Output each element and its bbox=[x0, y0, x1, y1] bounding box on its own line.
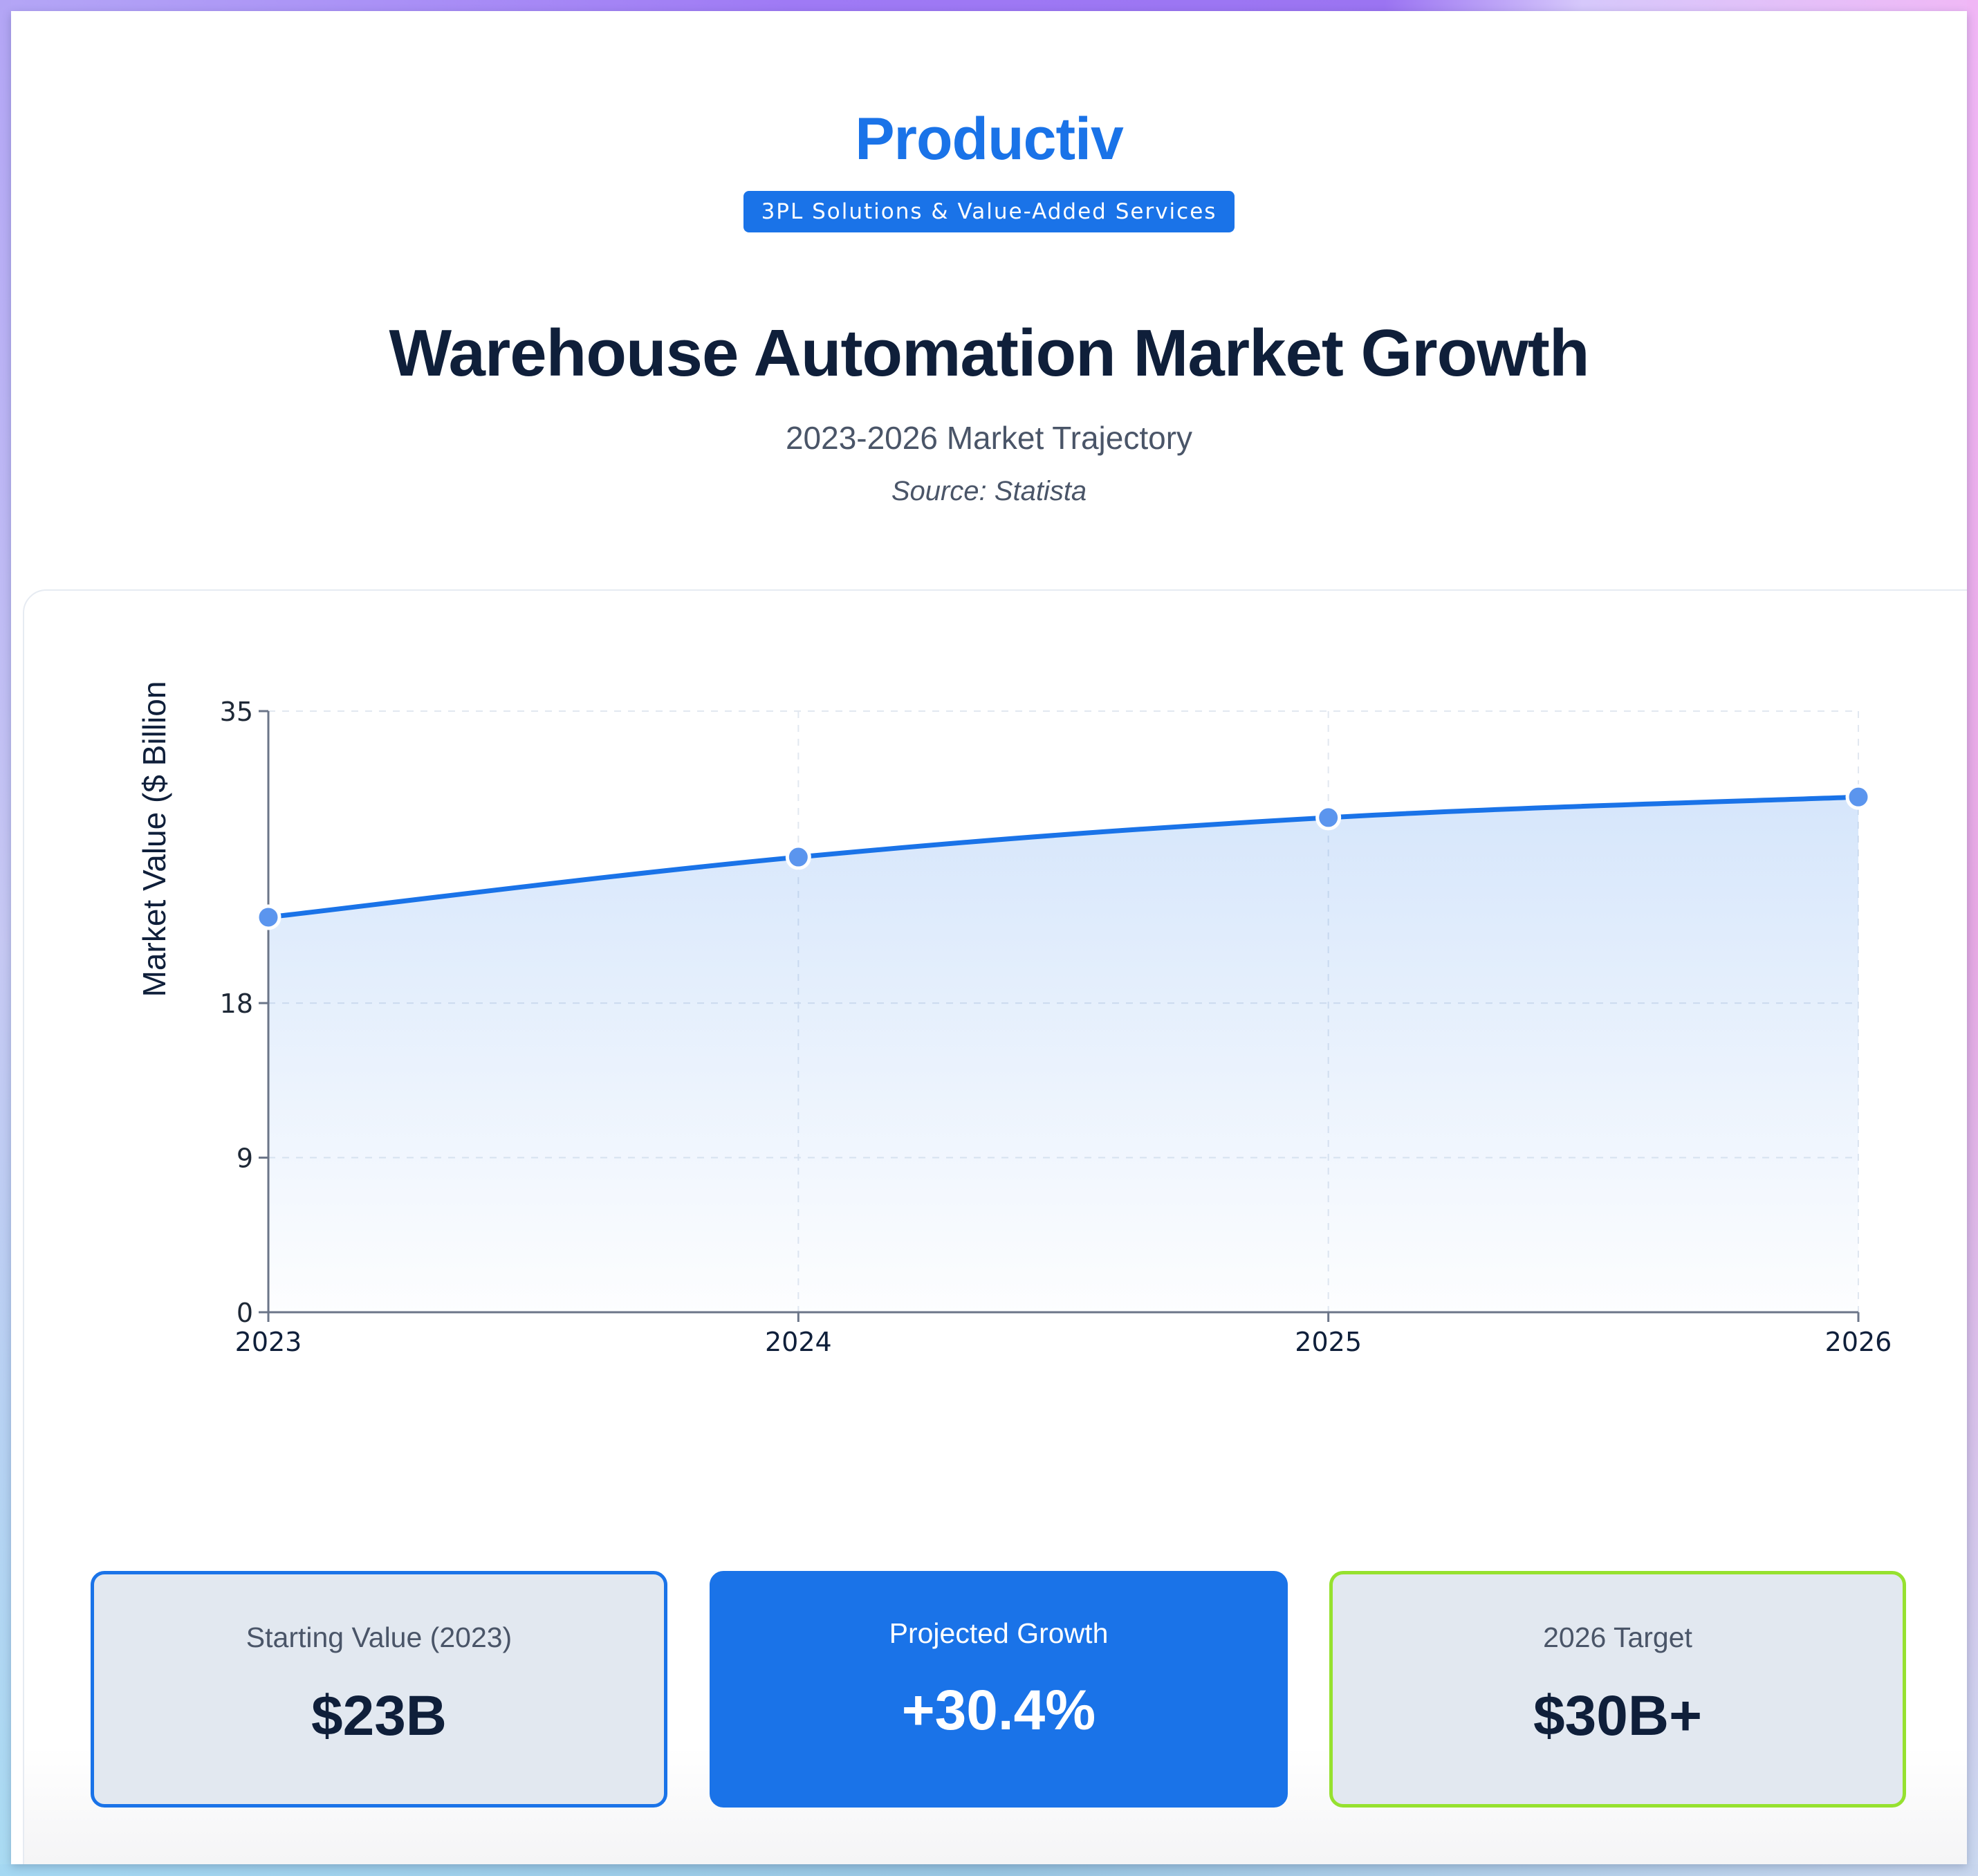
stat-label: Projected Growth bbox=[889, 1617, 1109, 1649]
y-tick-label: 9 bbox=[237, 1143, 253, 1174]
data-points bbox=[255, 784, 1871, 930]
page-title: Warehouse Automation Market Growth bbox=[389, 316, 1589, 390]
x-axis-ticks: 2023 2024 2025 2026 bbox=[235, 1312, 1892, 1357]
badge-container: 3PL Solutions & Value-Added Services bbox=[11, 191, 1967, 232]
line-chart: 0 9 18 35 2023 2024 2025 2026 Market Value ($ … bbox=[136, 681, 1892, 1357]
area-fill bbox=[268, 797, 1858, 1312]
x-tick-label: 2025 bbox=[1295, 1327, 1362, 1357]
data-point-marker bbox=[255, 904, 281, 930]
background-gradient-bottom bbox=[0, 1864, 1978, 1876]
page-subtitle: 2023-2026 Market Trajectory bbox=[785, 420, 1193, 456]
x-tick-label: 2023 bbox=[235, 1327, 302, 1357]
background-gradient-right bbox=[1967, 0, 1978, 1876]
stat-value: +30.4% bbox=[901, 1679, 1096, 1742]
category-badge: 3PL Solutions & Value-Added Services bbox=[743, 191, 1235, 232]
brand-logo-text: Productiv bbox=[855, 106, 1124, 172]
stat-value: $23B bbox=[311, 1684, 447, 1747]
stat-label: Starting Value (2023) bbox=[246, 1621, 512, 1653]
data-point-marker bbox=[1845, 784, 1871, 810]
data-point-marker bbox=[1315, 804, 1342, 831]
y-tick-label: 0 bbox=[237, 1298, 253, 1328]
x-tick-label: 2026 bbox=[1825, 1327, 1892, 1357]
stat-label: 2026 Target bbox=[1543, 1621, 1692, 1653]
report-panel: Productiv 3PL Solutions & Value-Added Se… bbox=[11, 11, 1967, 1864]
y-axis-ticks: 0 9 18 35 bbox=[220, 697, 268, 1328]
data-point-marker bbox=[785, 844, 811, 870]
stat-card-2026-target: 2026 Target $30B+ bbox=[1329, 1571, 1906, 1808]
y-tick-label: 18 bbox=[220, 988, 253, 1019]
x-tick-label: 2024 bbox=[765, 1327, 832, 1357]
stat-value: $30B+ bbox=[1533, 1684, 1702, 1747]
background-gradient-left bbox=[0, 0, 11, 1876]
source-note: Source: Statista bbox=[891, 476, 1087, 506]
stat-card-projected-growth: Projected Growth +30.4% bbox=[710, 1571, 1288, 1808]
y-axis-label: Market Value ($ Billion bbox=[136, 681, 172, 997]
y-tick-label: 35 bbox=[220, 697, 253, 727]
stat-card-starting-value: Starting Value (2023) $23B bbox=[91, 1571, 667, 1808]
series-line bbox=[266, 794, 1861, 920]
